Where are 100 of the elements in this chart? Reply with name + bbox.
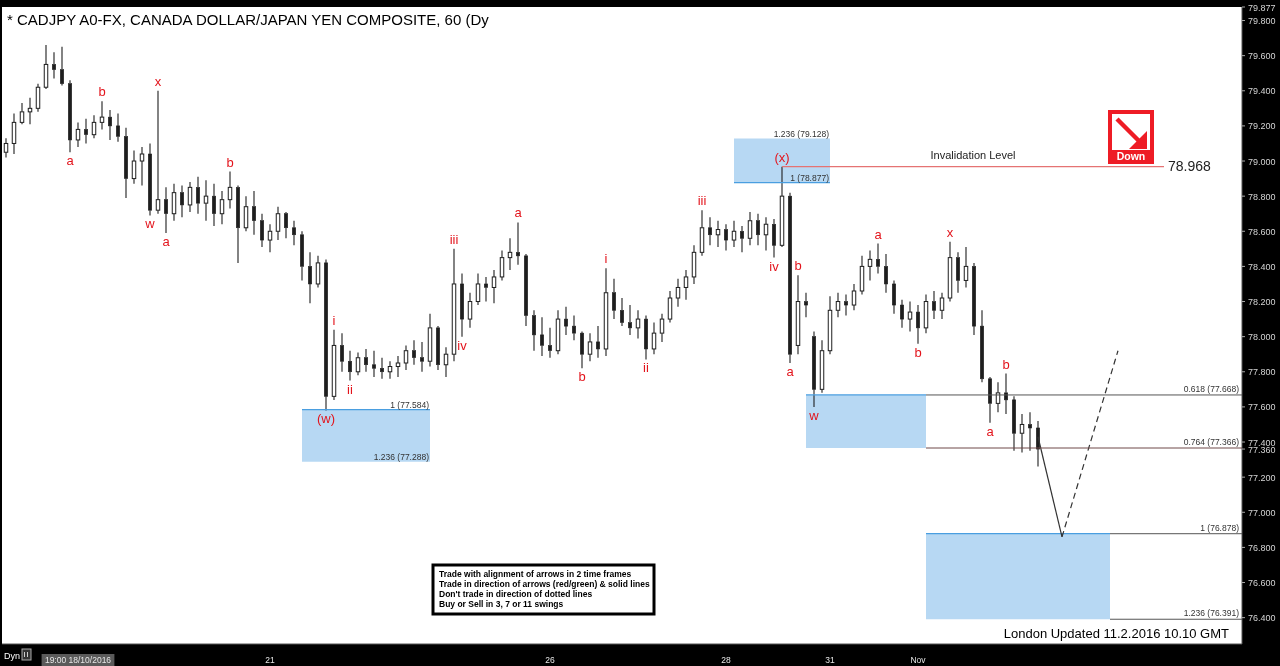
annotation: Buy or Sell in 3, 7 or 11 swings bbox=[439, 599, 564, 609]
candlestick bbox=[275, 206, 281, 241]
annotation: iv bbox=[769, 258, 780, 274]
y-tick-label: 77.200 bbox=[1248, 472, 1276, 483]
candlestick bbox=[68, 79, 72, 153]
annotation: iii bbox=[697, 193, 707, 209]
candlestick bbox=[708, 216, 712, 246]
candlestick bbox=[243, 195, 249, 232]
candlestick bbox=[740, 225, 744, 253]
candlestick bbox=[403, 344, 409, 371]
candlestick bbox=[340, 332, 344, 373]
candlestick bbox=[603, 267, 609, 357]
chart-title: * CADJPY A0-FX, CANADA DOLLAR/JAPAN YEN COMPOSITE, 60 (Dy bbox=[7, 11, 490, 28]
candlestick bbox=[292, 220, 296, 246]
annotation: ii bbox=[643, 360, 649, 376]
candlestick bbox=[939, 292, 945, 320]
annotation: b bbox=[226, 154, 234, 170]
candlestick bbox=[52, 51, 56, 80]
candlestick bbox=[651, 322, 657, 355]
candlestick bbox=[460, 272, 464, 338]
candlestick bbox=[475, 272, 481, 306]
x-tick-label: Nov bbox=[910, 655, 927, 665]
candlestick bbox=[148, 142, 152, 217]
y-tick-label: 79.000 bbox=[1248, 156, 1276, 167]
candlestick bbox=[436, 325, 440, 371]
candlestick bbox=[252, 190, 256, 236]
candlestick bbox=[372, 350, 376, 378]
candlestick bbox=[867, 250, 873, 281]
candlestick bbox=[635, 309, 641, 339]
y-tick-label: 79.400 bbox=[1248, 86, 1276, 97]
annotation: w bbox=[144, 216, 156, 232]
candlestick bbox=[203, 179, 209, 222]
candlestick bbox=[1019, 413, 1025, 454]
annotation: iv bbox=[457, 337, 468, 353]
y-tick-label: 78.400 bbox=[1248, 261, 1276, 272]
candlestick bbox=[427, 313, 433, 368]
annotation: b bbox=[914, 344, 922, 360]
candlestick bbox=[532, 309, 536, 352]
candlestick bbox=[75, 121, 81, 148]
candlestick bbox=[324, 258, 328, 411]
candlestick bbox=[420, 341, 424, 373]
candlestick bbox=[84, 118, 88, 145]
candlestick bbox=[395, 355, 401, 378]
x-tick-label: 28 bbox=[721, 655, 731, 665]
candlestick bbox=[124, 127, 128, 199]
annotation: (x) bbox=[774, 149, 790, 165]
annotation: b bbox=[578, 369, 586, 385]
candlestick bbox=[139, 146, 145, 187]
y-tick-label: 76.800 bbox=[1248, 542, 1276, 553]
candlestick bbox=[364, 348, 368, 373]
annotation: London Updated 11.2.2016 10.10 GMT bbox=[1003, 626, 1230, 641]
annotation: i bbox=[332, 312, 336, 328]
candlestick bbox=[260, 213, 264, 248]
y-tick-label: 78.800 bbox=[1248, 191, 1276, 202]
candlestick bbox=[884, 253, 888, 294]
candlestick bbox=[819, 339, 825, 394]
candlestick bbox=[99, 100, 105, 130]
annotation: w bbox=[808, 407, 820, 423]
annotation: 1 (78.877) bbox=[790, 172, 830, 183]
candlestick bbox=[451, 248, 457, 362]
text: Dyn bbox=[4, 651, 21, 661]
candlestick bbox=[564, 306, 568, 336]
candlestick bbox=[187, 181, 193, 213]
candlestick bbox=[212, 183, 216, 227]
candlestick bbox=[284, 211, 288, 239]
candlestick bbox=[756, 213, 760, 246]
candlestick bbox=[923, 293, 929, 334]
candlestick bbox=[196, 176, 200, 215]
candlestick bbox=[747, 211, 753, 246]
candlestick bbox=[348, 350, 352, 382]
candlestick bbox=[587, 332, 593, 362]
candlestick bbox=[835, 292, 841, 318]
candlestick bbox=[236, 185, 240, 264]
candlestick bbox=[219, 190, 225, 225]
candlestick bbox=[315, 255, 321, 289]
candlestick bbox=[628, 304, 632, 336]
annotation: 1.236 (79.128) bbox=[773, 128, 830, 139]
candlestick bbox=[43, 44, 49, 90]
y-tick-label: 79.600 bbox=[1248, 51, 1276, 62]
x-tick-label: 31 bbox=[825, 655, 835, 665]
candlestick bbox=[380, 357, 384, 380]
candlestick bbox=[164, 186, 168, 234]
candlestick bbox=[691, 244, 697, 285]
annotation: Don't trade in direction of dotted lines bbox=[439, 589, 593, 599]
candlestick bbox=[876, 243, 880, 274]
candlestick bbox=[851, 283, 857, 311]
candlestick bbox=[812, 330, 816, 408]
annotation: b bbox=[794, 258, 802, 274]
candlestick bbox=[907, 300, 913, 332]
candlestick bbox=[484, 276, 488, 303]
y-tick-label: 77.600 bbox=[1248, 402, 1276, 413]
candlestick bbox=[580, 330, 584, 369]
candlestick bbox=[916, 304, 920, 345]
annotation: a bbox=[786, 364, 795, 379]
candlestick bbox=[659, 313, 665, 343]
candlestick bbox=[108, 109, 112, 141]
y-tick-label: 79.877 bbox=[1248, 2, 1276, 13]
annotation: 1.236 (77.288) bbox=[373, 451, 430, 462]
candlestick bbox=[355, 351, 361, 376]
y-tick-label: 79.800 bbox=[1248, 16, 1276, 27]
